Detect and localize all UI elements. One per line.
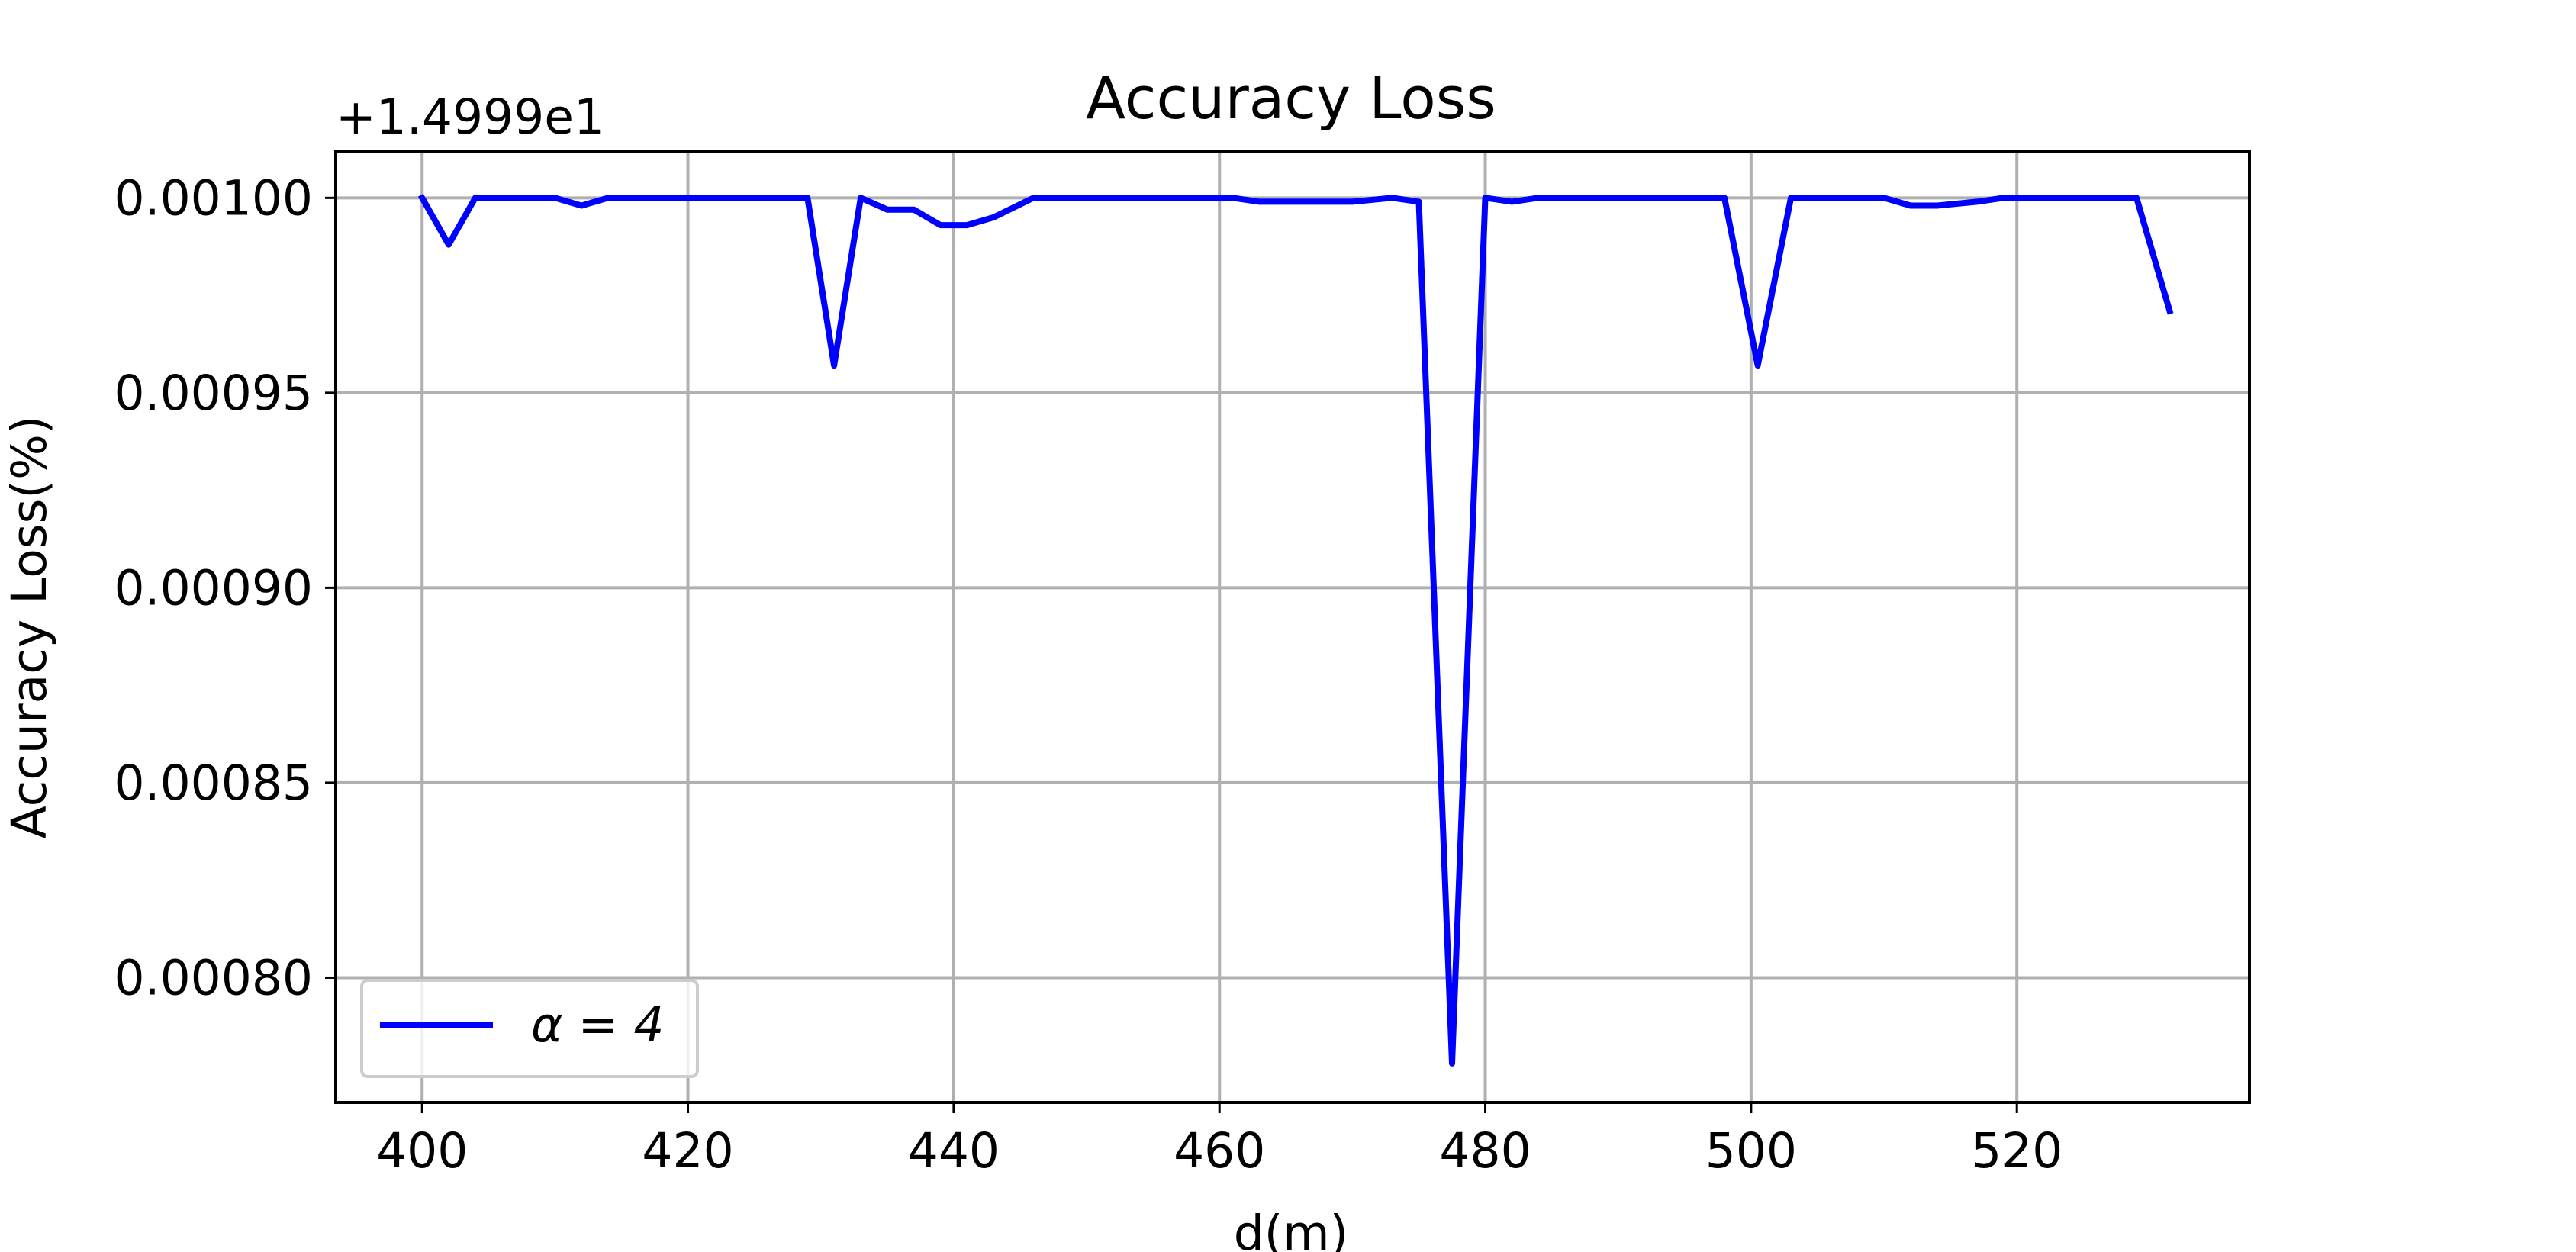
series-line	[417, 193, 2174, 1067]
x-tick-label: 520	[1971, 1123, 2062, 1179]
legend-label: α = 4	[531, 997, 664, 1053]
x-tick-label: 440	[908, 1123, 1000, 1179]
x-tick-label: 460	[1174, 1123, 1265, 1179]
grid-lines	[336, 151, 2249, 1102]
y-axis-title: Accuracy Loss(%)	[2, 416, 57, 839]
y-tick-label: 0.00095	[114, 365, 313, 421]
x-axis-title: d(m)	[1234, 1205, 1349, 1252]
y-tick-label: 0.00090	[114, 560, 313, 616]
legend-box	[360, 979, 699, 1078]
axis-ticks: 400 420 440 460 480 500 520 0.00080 0.00085 0.000…	[114, 170, 2062, 1179]
chart-title: Accuracy Loss	[1086, 64, 1496, 132]
series-layer	[417, 193, 2174, 1067]
x-tick-label: 480	[1439, 1123, 1531, 1179]
x-tick-label: 500	[1705, 1123, 1797, 1179]
y-tick-label: 0.00080	[114, 950, 313, 1006]
x-tick-label: 400	[376, 1123, 468, 1179]
plot-area	[334, 150, 2251, 1104]
legend: α = 4	[360, 979, 699, 1078]
x-tick-label: 420	[642, 1123, 733, 1179]
y-tick-label: 0.00100	[114, 170, 313, 226]
y-tick-label: 0.00085	[114, 755, 313, 811]
y-axis-offset-label: +1.4999e1	[336, 89, 604, 145]
